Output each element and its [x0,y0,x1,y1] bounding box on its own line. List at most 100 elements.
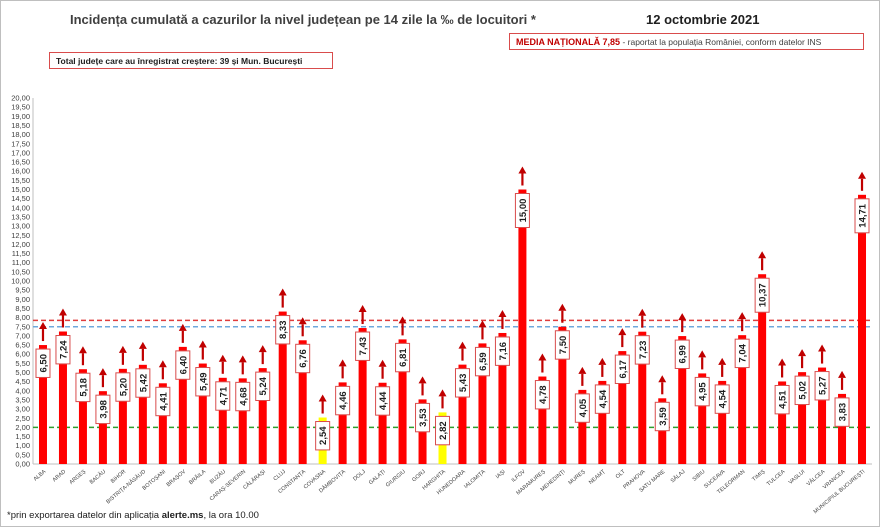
value-label-text: 7,23 [638,341,649,360]
bar [638,331,647,464]
category-label: CLUJ [273,469,288,483]
value-label-box [315,421,331,451]
trend-arrow-head [658,375,667,383]
category-label: GIURGIU [385,469,407,489]
y-tick-label: 15,00 [11,185,30,194]
y-tick-label: 17,50 [11,139,30,148]
trend-arrow-head [58,308,67,316]
increase-count-box: Total județe care au înregistrat creșter… [49,52,333,69]
trend-arrow-head [578,366,587,374]
bar [238,378,247,464]
y-tick-label: 17,00 [11,148,30,157]
trend-arrow-head [258,345,267,353]
footnote-suffix: , la ora 10.00 [203,510,259,521]
y-tick-label: 4,50 [15,377,30,386]
y-tick-label: 2,50 [15,414,30,423]
y-tick-label: 11,00 [12,258,30,267]
bar [738,335,747,464]
value-label-text: 8,33 [278,321,289,340]
value-label: 6,99 [674,339,690,369]
value-label-text: 5,02 [798,381,809,400]
y-tick-label: 0,50 [15,450,30,459]
value-label-text: 4,46 [338,391,349,410]
value-label-text: 2,82 [438,421,449,440]
y-tick-label: 18,00 [11,130,30,139]
bar [678,336,687,464]
value-label-box [215,381,231,411]
footnote-prefix: *prin exportarea datelor din aplicația [7,510,162,521]
y-tick-label: 1,00 [15,441,30,450]
value-label-box [395,342,411,373]
value-label-text: 3,59 [658,407,669,426]
trend-arrow-head [398,316,407,324]
bar [838,393,847,464]
value-label: 5,42 [135,368,151,398]
y-tick-label: 12,00 [11,240,30,249]
value-label-text: 6,99 [678,345,689,364]
value-label: 6,59 [474,346,490,377]
category-label: IAȘI [495,469,507,481]
value-label-text: 6,59 [478,352,489,371]
bar [778,381,787,464]
value-label: 3,98 [95,394,111,425]
report-date: 12 octombrie 2021 [646,12,760,27]
trend-arrow-head [78,346,87,354]
value-label-text: 4,78 [538,385,549,404]
value-label-text: 6,76 [298,349,309,368]
value-label: 4,54 [594,384,610,414]
value-label-text: 15,00 [518,199,529,223]
value-label-box [554,330,570,360]
value-label: 4,71 [215,381,231,411]
y-tick-label: 0,00 [15,460,30,469]
value-label: 4,44 [375,386,391,416]
value-label: 5,20 [115,372,131,402]
y-tick-label: 19,00 [11,112,30,121]
national-average-value: 7,85 [602,37,621,47]
bar [498,332,507,464]
y-tick-label: 4,00 [15,386,30,395]
y-tick-label: 2,00 [15,423,30,432]
value-label-box [195,367,211,397]
y-tick-label: 3,00 [15,405,30,414]
value-label-text: 5,43 [458,374,469,393]
trend-arrow-head [178,323,187,331]
bar [158,383,167,464]
value-label-box [435,415,451,446]
value-label: 5,49 [195,367,211,397]
value-label-box [634,335,650,365]
value-label-box [375,386,391,416]
category-label: MUREȘ [568,469,587,487]
value-label: 4,54 [714,384,730,414]
value-label-text: 3,98 [98,400,109,419]
value-label-text: 3,53 [418,408,429,427]
national-average-note: - raportat la populația României, confor… [622,37,822,47]
value-label-box [175,350,191,380]
bar [358,328,367,464]
footnote: *prin exportarea datelor din aplicația a… [7,510,259,521]
value-label-box [155,386,171,417]
value-label: 6,50 [35,348,51,378]
category-label: BUZĂU [208,468,227,485]
trend-arrow-head [118,345,127,353]
bar [218,377,227,464]
trend-arrow-head [478,320,487,328]
trend-arrow-head [218,354,227,362]
y-tick-label: 10,50 [11,267,30,276]
trend-arrow-head [198,340,207,348]
category-label: BRAȘOV [166,469,188,489]
value-label: 3,83 [834,397,850,427]
bar [558,326,567,464]
footnote-app: alerte.ms [161,510,204,521]
value-label-box [754,277,770,313]
category-label: BIHOR [110,469,127,485]
value-label-box [694,376,710,407]
value-label-box [115,372,131,402]
value-label-box [75,372,91,403]
trend-arrow-head [698,350,707,358]
y-tick-label: 20,00 [11,94,30,103]
value-label: 4,95 [694,376,710,407]
bar [398,339,407,464]
value-label: 7,23 [634,335,650,365]
value-label: 7,43 [355,331,371,361]
category-label: NEAMȚ [588,469,607,486]
